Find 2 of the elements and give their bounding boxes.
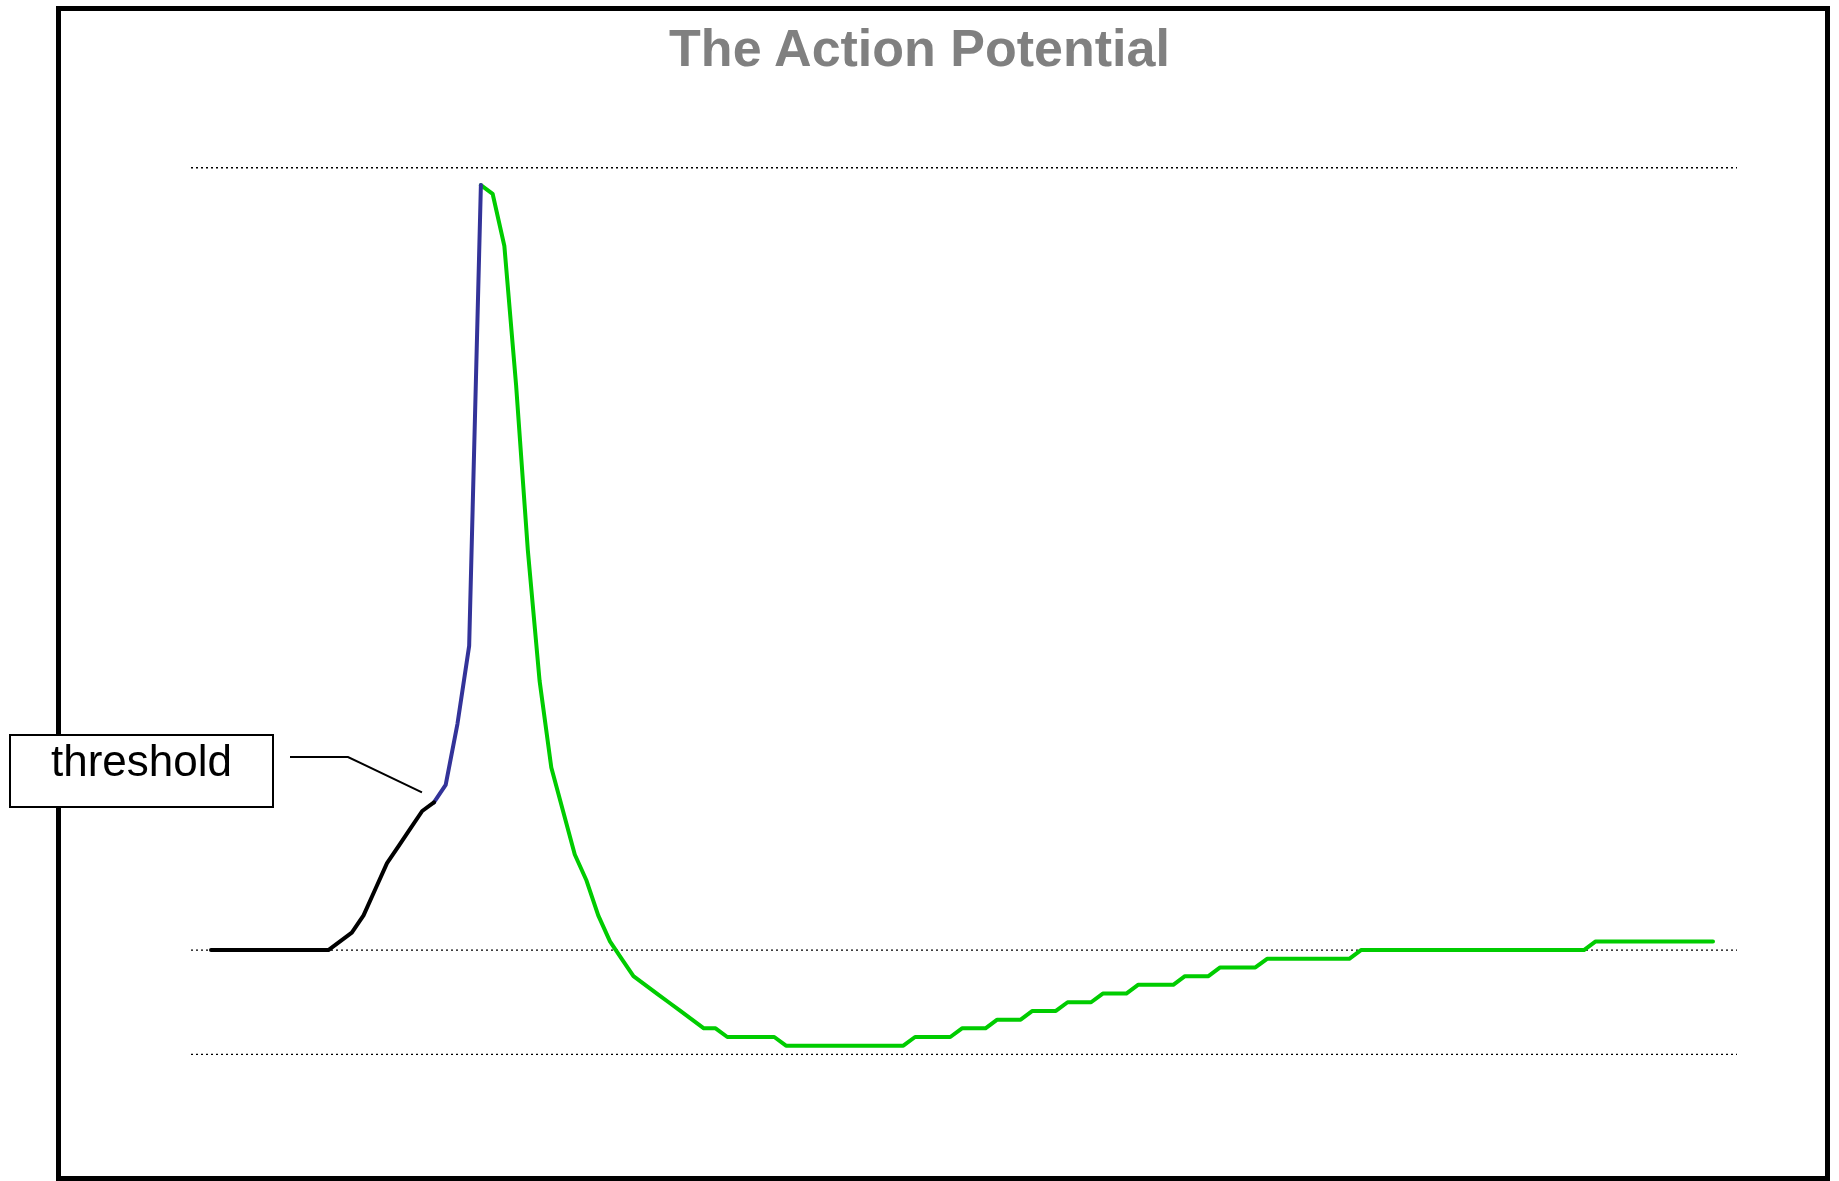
chart-title: The Action Potential (668, 18, 1171, 78)
annotation: threshold (9, 734, 275, 808)
